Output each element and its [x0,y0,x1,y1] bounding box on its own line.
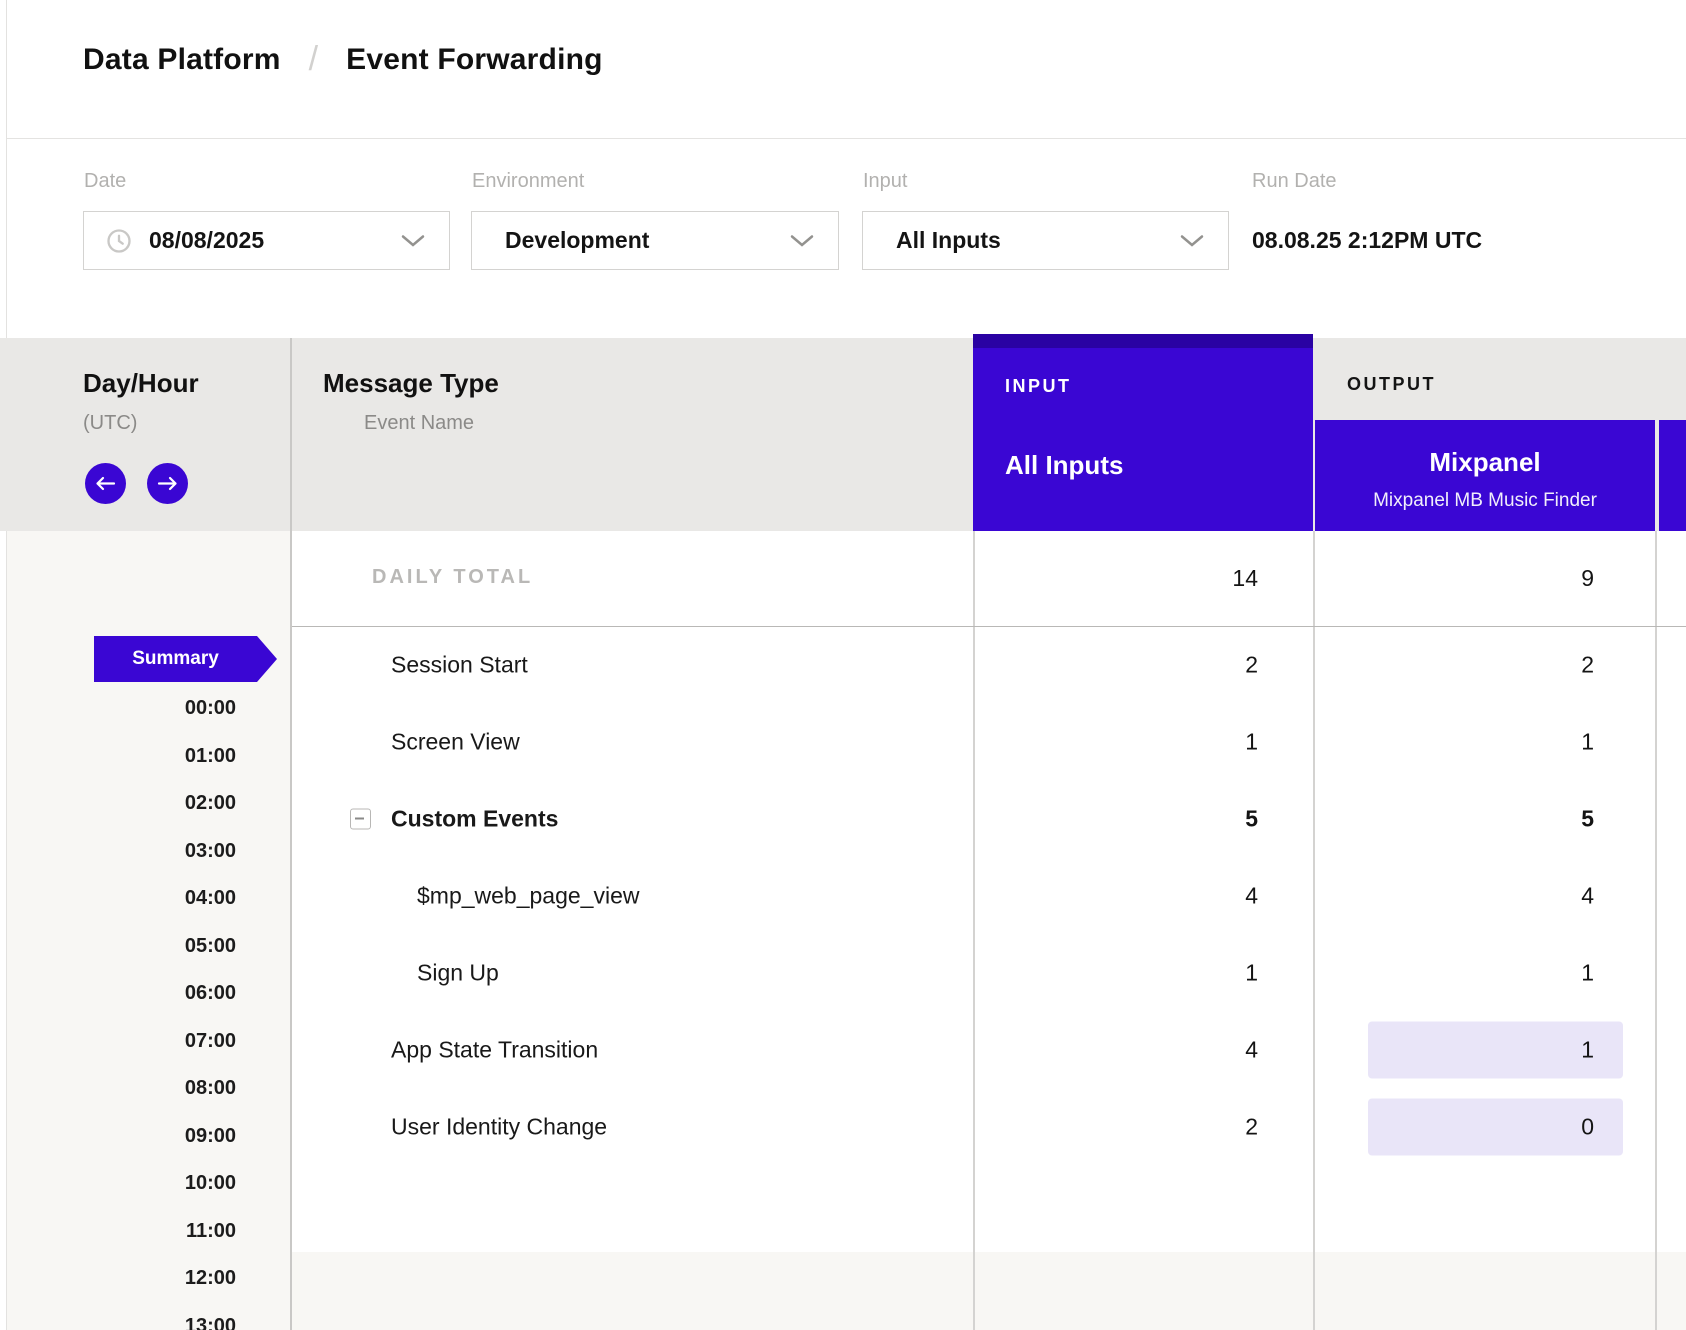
clock-icon [105,227,133,255]
daily-total-output-value: 9 [1581,565,1594,591]
minus-square-icon[interactable] [350,808,371,829]
event-name-subheader: Event Name [364,412,475,434]
event-label: Session Start [391,651,528,677]
hour-item-01[interactable]: 01:00 [184,745,236,767]
date-filter-label: Date [84,170,127,192]
input-column-header: INPUT All Inputs [973,334,1313,531]
event-label: User Identity Change [391,1113,608,1139]
arrow-left-icon [95,476,116,491]
output-cell-highlighted: 1 [1368,1021,1623,1078]
input-column-eyebrow: INPUT [1005,376,1072,396]
arrow-right-icon [157,476,178,491]
output-cell: 1 [1581,728,1594,754]
breadcrumb-section[interactable]: Data Platform [83,42,281,76]
input-filter-label: Input [863,170,908,192]
run-date-value: 08.08.25 2:12PM UTC [1252,227,1483,253]
event-label: Screen View [391,728,520,754]
hour-item-13[interactable]: 13:00 [184,1315,236,1330]
hour-item-02[interactable]: 02:00 [184,792,236,814]
output-cell-highlighted: 0 [1368,1098,1623,1155]
output-column-eyebrow: OUTPUT [1347,374,1436,394]
app-left-edge-divider [6,0,7,1330]
grid-line [973,531,975,1330]
input-cell: 5 [1245,805,1258,831]
grid-line [290,338,292,1330]
input-dropdown[interactable]: All Inputs [862,211,1229,270]
daily-total-divider [292,626,1686,627]
day-hour-header: Day/Hour [83,368,199,398]
output-cell: 1 [1581,959,1594,985]
chevron-down-icon [1180,234,1204,247]
run-date-label: Run Date [1252,170,1337,192]
hour-item-09[interactable]: 09:00 [184,1125,236,1147]
input-value: All Inputs [896,227,1001,253]
event-label: $mp_web_page_view [417,882,640,908]
summary-label: Summary [132,648,219,669]
hour-item-06[interactable]: 06:00 [184,982,236,1004]
input-cell: 4 [1245,1036,1258,1062]
grid-line [1313,531,1315,1330]
environment-value: Development [505,227,650,253]
input-cell: 4 [1245,882,1258,908]
hour-item-03[interactable]: 03:00 [184,840,236,862]
output-cell: 5 [1581,805,1594,831]
table-row: Screen View 1 1 [290,703,1686,780]
table-row: $mp_web_page_view 4 4 [290,857,1686,934]
table-row: User Identity Change 2 0 [290,1088,1686,1165]
header-divider [7,138,1686,139]
chevron-down-icon [790,234,814,247]
table-row: Custom Events 5 5 [290,780,1686,857]
event-label: App State Transition [391,1036,599,1062]
environment-dropdown[interactable]: Development [471,211,839,270]
breadcrumb-separator: / [308,40,319,78]
table-row: Sign Up 1 1 [290,934,1686,1011]
output-cell: 2 [1581,651,1594,677]
output-column-title: Mixpanel [1429,447,1541,477]
chevron-down-icon [401,234,425,247]
hour-item-11[interactable]: 11:00 [185,1220,236,1242]
table-row: App State Transition 4 1 [290,1011,1686,1088]
table-row: Session Start 2 2 [290,626,1686,703]
input-cell: 2 [1245,1113,1258,1139]
hour-item-00[interactable]: 00:00 [184,697,236,719]
date-dropdown[interactable]: 08/08/2025 [83,211,450,270]
environment-filter-label: Environment [472,170,585,192]
table-footer-background [290,1252,1686,1330]
day-hour-timezone: (UTC) [83,412,138,434]
event-label: Sign Up [417,959,499,985]
message-type-header: Message Type [323,368,499,398]
input-cell: 1 [1245,959,1258,985]
previous-day-button[interactable] [85,463,126,504]
date-value: 08/08/2025 [149,227,265,253]
hour-item-04[interactable]: 04:00 [184,887,236,909]
output-cell: 4 [1581,882,1594,908]
event-label: Custom Events [391,805,559,831]
summary-row-selector[interactable]: Summary [94,636,277,682]
input-cell: 2 [1245,651,1258,677]
hour-item-10[interactable]: 10:00 [184,1172,236,1194]
hour-item-12[interactable]: 12:00 [184,1267,236,1289]
daily-total-input-value: 14 [1232,565,1258,591]
breadcrumb: Data Platform / Event Forwarding [83,40,603,79]
daily-total-label: DAILY TOTAL [372,566,534,588]
grid-line [1655,531,1657,1330]
output-column-header: Mixpanel Mixpanel MB Music Finder [1315,420,1655,531]
output-column-subtitle: Mixpanel MB Music Finder [1373,490,1597,511]
output-column-next-partial [1659,420,1686,531]
hour-item-08[interactable]: 08:00 [184,1077,236,1099]
page-title: Event Forwarding [346,42,603,76]
hour-item-05[interactable]: 05:00 [184,935,236,957]
input-column-title: All Inputs [1005,450,1124,480]
hour-item-07[interactable]: 07:00 [184,1030,236,1052]
next-day-button[interactable] [147,463,188,504]
input-cell: 1 [1245,728,1258,754]
